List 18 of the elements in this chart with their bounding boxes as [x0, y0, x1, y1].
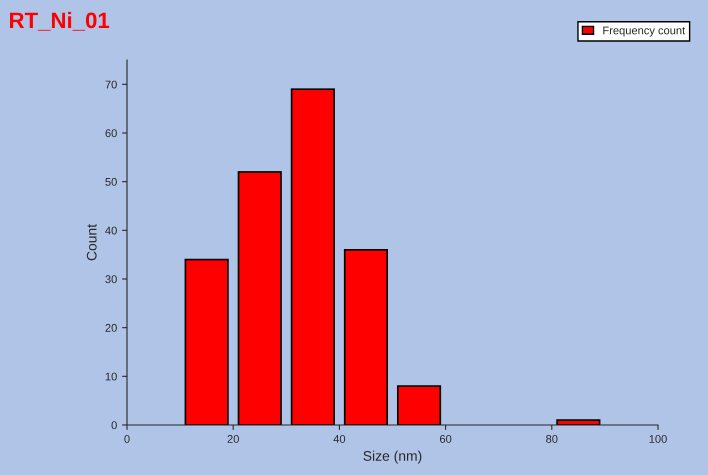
- y-tick-label: 70: [105, 80, 117, 88]
- x-tick-label: 0: [124, 435, 130, 443]
- y-tick-label: 50: [105, 178, 117, 186]
- y-axis-title: Count: [86, 224, 97, 260]
- chart-title: RT_Ni_01: [10, 12, 110, 31]
- x-tick-label: 40: [333, 435, 346, 443]
- y-tick-label: 20: [105, 324, 117, 332]
- x-tick-label: 60: [440, 435, 452, 443]
- x-tick-label: 80: [546, 435, 558, 443]
- y-tick-label: 40: [105, 226, 117, 234]
- x-tick-label: 20: [228, 435, 239, 443]
- y-tick-label: 0: [112, 421, 117, 430]
- y-tick-label: 60: [105, 129, 117, 138]
- y-tick-label: 10: [106, 372, 117, 380]
- x-axis-title: Size (nm): [363, 450, 422, 464]
- y-tick-label: 30: [105, 275, 117, 284]
- x-tick-label: 100: [650, 435, 667, 443]
- legend-label: Frequency count: [603, 26, 686, 37]
